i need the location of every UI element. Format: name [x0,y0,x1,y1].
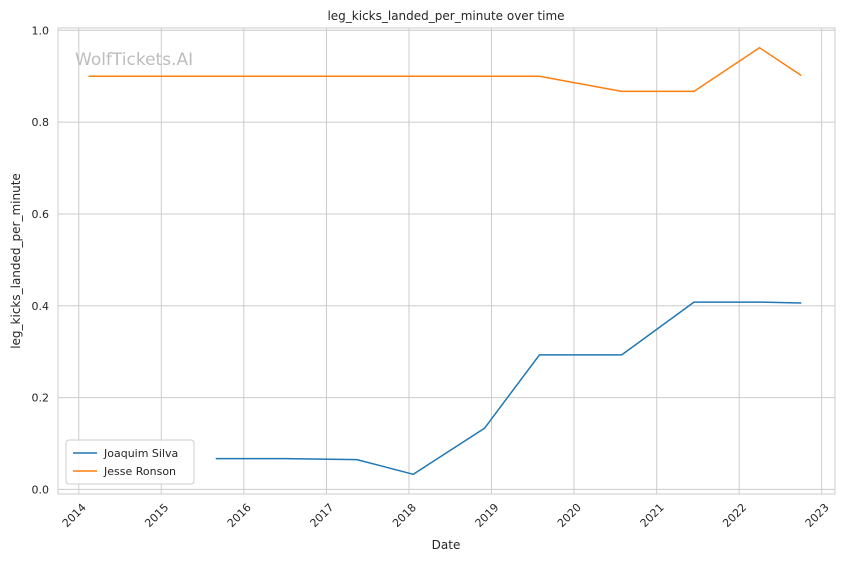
x-tick-labels: 2014 2015 2016 2017 2018 2019 2020 2021 2022 2023 [60,501,832,530]
data-point [621,90,623,92]
data-point [758,301,761,303]
x-tick-label: 2014 [60,501,89,530]
legend-box [65,439,195,485]
x-tick-label: 2023 [803,501,832,530]
x-tick-label: 2017 [308,501,337,530]
data-point [284,458,286,460]
legend-label: Jesse Ronson [103,465,176,478]
y-tick-label: 0.2 [32,392,50,405]
x-tick-label: 2018 [390,501,419,530]
series-line-2 [89,46,802,93]
y-axis-label: leg_kicks_landed_per_minute [9,173,23,349]
y-tick-label: 1.0 [32,24,50,37]
data-point [800,302,802,304]
data-point [538,354,540,356]
y-tick-labels: 0.0 0.2 0.4 0.6 0.8 1.0 [32,24,50,496]
y-tick-label: 0.0 [32,483,50,496]
x-axis-label: Date [432,538,461,552]
data-point [800,74,802,76]
data-point [693,301,695,303]
watermark: WolfTickets.AI [75,50,193,70]
x-tick-label: 2021 [638,501,667,530]
data-point [538,75,540,77]
y-tick-label: 0.4 [32,300,50,313]
data-point [356,458,358,461]
x-tick-label: 2016 [225,501,254,530]
x-tick-label: 2019 [473,501,502,530]
legend-label: Joaquim Silva [103,447,178,460]
x-tick-label: 2020 [555,501,584,530]
legend: Joaquim Silva Jesse Ronson [65,439,195,485]
data-point [88,75,90,77]
series-line-1 [216,301,801,476]
x-tick-label: 2015 [142,501,171,530]
data-point [483,427,486,429]
plot-area-frame [57,27,836,495]
chart-title: leg_kicks_landed_per_minute over time [327,9,564,23]
x-tick-label: 2022 [720,501,749,530]
data-point [621,354,623,356]
series-group [88,46,802,476]
data-point [693,90,695,92]
data-point [758,47,761,49]
data-point [412,473,414,475]
gridlines [58,28,835,494]
y-tick-label: 0.6 [32,208,50,221]
data-point [215,458,217,460]
y-tick-label: 0.8 [32,116,50,129]
